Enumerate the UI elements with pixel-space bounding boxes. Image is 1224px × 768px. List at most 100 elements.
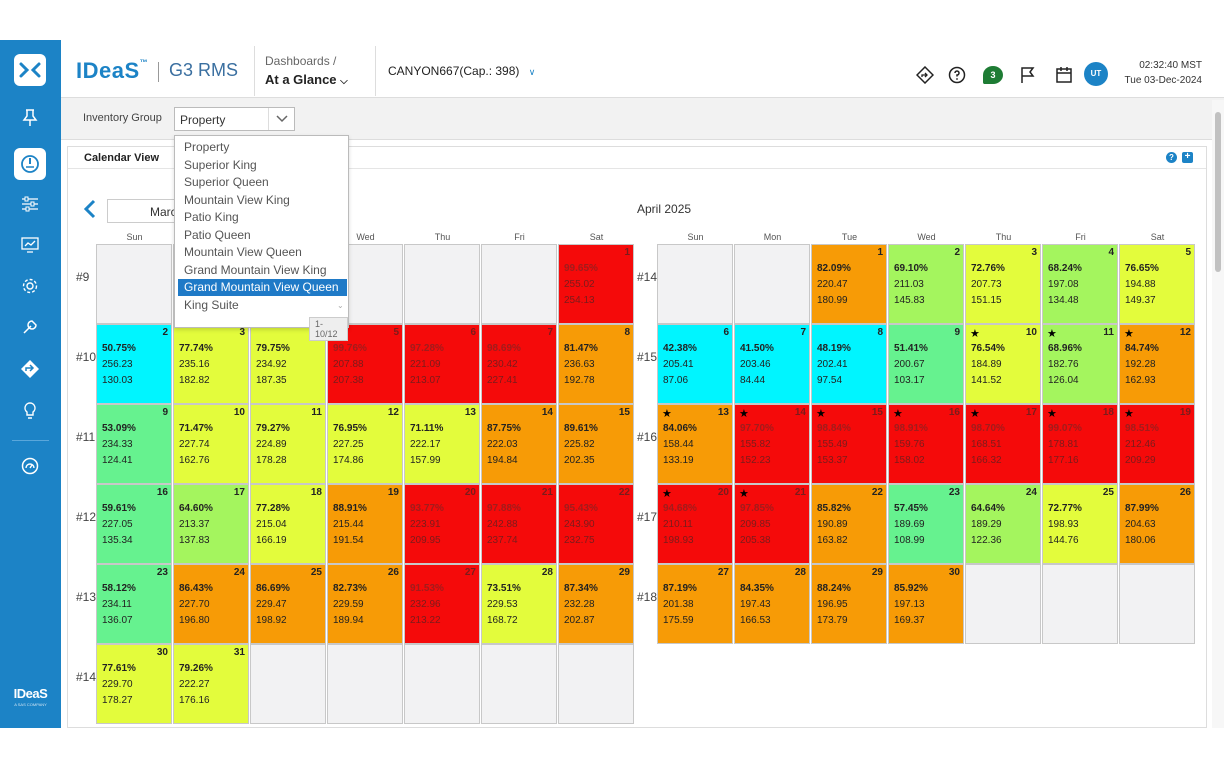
calendar-day-cell[interactable]: 19 ★ 98.51% 212.46 209.29 <box>1119 404 1195 484</box>
gear-icon[interactable] <box>18 274 42 298</box>
direction-diamond-icon[interactable] <box>915 65 936 86</box>
wrench-icon[interactable] <box>18 315 42 339</box>
speedometer-icon[interactable] <box>18 454 42 478</box>
calendar-day-cell[interactable]: 30 77.61% 229.70 178.27 <box>96 644 172 724</box>
direction-sign-icon[interactable] <box>18 357 42 381</box>
calendar-day-cell[interactable]: 6 97.28% 221.09 213.07 <box>404 324 480 404</box>
dashboard-nav-button[interactable] <box>14 148 46 180</box>
calendar-day-cell[interactable]: 22 95.43% 243.90 232.75 <box>558 484 634 564</box>
calendar-day-cell[interactable]: 9 51.41% 200.67 103.17 <box>888 324 964 404</box>
calendar-day-cell[interactable]: 16 ★ 98.91% 159.76 158.02 <box>888 404 964 484</box>
app-switcher-button[interactable] <box>14 54 46 86</box>
calendar-day-cell[interactable]: 3 77.74% 235.16 182.82 <box>173 324 249 404</box>
calendar-day-cell[interactable]: 20 ★ 94.68% 210.11 198.93 <box>657 484 733 564</box>
calendar-day-cell[interactable]: 4 68.24% 197.08 134.48 <box>1042 244 1118 324</box>
calendar-day-cell[interactable]: 18 77.28% 215.04 166.19 <box>250 484 326 564</box>
calendar-day-cell[interactable]: 26 82.73% 229.59 189.94 <box>327 564 403 644</box>
calendar-day-cell[interactable]: 13 71.11% 222.17 157.99 <box>404 404 480 484</box>
chevron-down-icon[interactable] <box>268 108 294 130</box>
calendar-day-cell[interactable]: 13 ★ 84.06% 158.44 133.19 <box>657 404 733 484</box>
calendar-day-cell[interactable]: 2 50.75% 256.23 130.03 <box>96 324 172 404</box>
adr-value: 213.37 <box>179 519 210 530</box>
calendar-day-cell[interactable]: 31 79.26% 222.27 176.16 <box>173 644 249 724</box>
calendar-day-cell[interactable]: 27 91.53% 232.96 213.22 <box>404 564 480 644</box>
dropdown-option[interactable]: Patio King <box>184 210 239 224</box>
calendar-day-cell[interactable]: 21 97.88% 242.88 237.74 <box>481 484 557 564</box>
calendar-day-cell[interactable]: 30 85.92% 197.13 169.37 <box>888 564 964 644</box>
dashboards-breadcrumb[interactable]: Dashboards / <box>265 54 337 68</box>
calendar-day-cell[interactable]: 3 72.76% 207.73 151.15 <box>965 244 1041 324</box>
calendar-day-cell[interactable]: 27 87.19% 201.38 175.59 <box>657 564 733 644</box>
calendar-day-cell[interactable]: 14 ★ 97.70% 155.82 152.23 <box>734 404 810 484</box>
calendar-day-cell[interactable]: 12 76.95% 227.25 174.86 <box>327 404 403 484</box>
calendar-day-cell[interactable]: 28 73.51% 229.53 168.72 <box>481 564 557 644</box>
calendar-day-cell[interactable]: 7 98.69% 230.42 227.41 <box>481 324 557 404</box>
calendar-day-cell[interactable]: 24 86.43% 227.70 196.80 <box>173 564 249 644</box>
calendar-day-cell[interactable]: 25 72.77% 198.93 144.76 <box>1042 484 1118 564</box>
dropdown-option[interactable]: Superior Queen <box>184 175 269 189</box>
user-avatar[interactable]: UT <box>1084 62 1108 86</box>
calendar-day-cell[interactable]: 18 ★ 99.07% 178.81 177.16 <box>1042 404 1118 484</box>
scrollbar-thumb[interactable] <box>1215 112 1221 272</box>
calendar-day-cell[interactable]: 24 64.64% 189.29 122.36 <box>965 484 1041 564</box>
calendar-icon[interactable] <box>1055 66 1075 86</box>
calendar-day-cell[interactable]: 17 64.60% 213.37 137.83 <box>173 484 249 564</box>
monitor-chart-icon[interactable] <box>18 233 42 257</box>
dropdown-option[interactable]: Mountain View King <box>184 192 290 207</box>
day-number: 15 <box>871 407 883 418</box>
calendar-day-cell[interactable]: 7 41.50% 203.46 84.44 <box>734 324 810 404</box>
calendar-day-cell[interactable]: 1 99.65% 255.02 254.13 <box>558 244 634 324</box>
calendar-day-cell[interactable]: 20 93.77% 223.91 209.95 <box>404 484 480 564</box>
calendar-day-cell[interactable]: 23 57.45% 189.69 108.99 <box>888 484 964 564</box>
dropdown-option[interactable]: Patio Queen <box>184 227 251 242</box>
calendar-day-cell[interactable]: 1 82.09% 220.47 180.99 <box>811 244 887 324</box>
calendar-day-cell[interactable]: 10 ★ 76.54% 184.89 141.52 <box>965 324 1041 404</box>
calendar-day-cell[interactable]: 29 88.24% 196.95 173.79 <box>811 564 887 644</box>
calendar-day-cell[interactable]: 8 81.47% 236.63 192.78 <box>558 324 634 404</box>
calendar-day-cell[interactable]: 25 86.69% 229.47 198.92 <box>250 564 326 644</box>
calendar-day-cell[interactable]: 11 79.27% 224.89 178.28 <box>250 404 326 484</box>
pin-icon[interactable] <box>18 106 42 130</box>
dropdown-option[interactable]: Grand Mountain View King <box>184 262 327 277</box>
dropdown-option[interactable]: Grand Mountain View Queen <box>178 279 347 296</box>
calendar-day-cell[interactable]: 29 87.34% 232.28 202.87 <box>558 564 634 644</box>
dropdown-option[interactable]: King Suite <box>184 297 239 312</box>
calendar-day-cell[interactable]: 2 69.10% 211.03 145.83 <box>888 244 964 324</box>
calendar-day-cell[interactable]: 21 ★ 97.85% 209.85 205.38 <box>734 484 810 564</box>
dropdown-option[interactable]: Mountain View Queen <box>184 245 302 259</box>
calendar-day-cell[interactable]: 12 ★ 84.74% 192.28 162.93 <box>1119 324 1195 404</box>
calendar-day-cell[interactable]: 15 ★ 98.84% 155.49 153.37 <box>811 404 887 484</box>
flag-icon[interactable] <box>1019 66 1039 86</box>
calendar-day-cell[interactable]: 15 89.61% 225.82 202.35 <box>558 404 634 484</box>
help-icon[interactable]: ? <box>1166 152 1177 163</box>
calendar-day-cell[interactable]: 26 87.99% 204.63 180.06 <box>1119 484 1195 564</box>
calendar-day-cell[interactable]: 28 84.35% 197.43 166.53 <box>734 564 810 644</box>
lightbulb-icon[interactable] <box>18 399 42 423</box>
calendar-day-cell[interactable]: 9 53.09% 234.33 124.41 <box>96 404 172 484</box>
calendar-day-cell[interactable]: 19 88.91% 215.44 191.54 <box>327 484 403 564</box>
calendar-day-cell[interactable]: 17 ★ 98.70% 168.51 166.32 <box>965 404 1041 484</box>
calendar-day-cell[interactable]: 8 48.19% 202.41 97.54 <box>811 324 887 404</box>
scroll-down-icon[interactable]: ⌄ <box>337 301 344 310</box>
page-scrollbar[interactable] <box>1212 100 1224 728</box>
dropdown-option[interactable]: Property <box>184 140 230 154</box>
calendar-day-cell[interactable]: 14 87.75% 222.03 194.84 <box>481 404 557 484</box>
inventory-group-dropdown[interactable]: Property Superior King Superior Queen Mount… <box>174 135 349 341</box>
property-selector[interactable]: CANYON667(Cap.: 398) ∨ <box>388 64 535 78</box>
previous-month-arrow[interactable] <box>82 199 98 219</box>
notifications-badge[interactable]: 3 <box>983 66 1003 84</box>
dashboard-selector[interactable]: At a Glance ⌵ <box>265 72 348 87</box>
calendar-day-cell[interactable]: 10 71.47% 227.74 162.76 <box>173 404 249 484</box>
calendar-day-cell[interactable]: 6 42.38% 205.41 87.06 <box>657 324 733 404</box>
inventory-group-select[interactable]: Property <box>174 107 295 131</box>
calendar-day-cell[interactable]: 22 85.82% 190.89 163.82 <box>811 484 887 564</box>
sliders-icon[interactable] <box>18 192 42 216</box>
calendar-day-cell[interactable]: 11 ★ 68.96% 182.76 126.04 <box>1042 324 1118 404</box>
calendar-day-cell[interactable]: 23 58.12% 234.11 136.07 <box>96 564 172 644</box>
expand-plus-icon[interactable]: + <box>1182 152 1193 163</box>
calendar-day-cell[interactable]: 16 59.61% 227.05 135.34 <box>96 484 172 564</box>
calendar-day-cell[interactable]: 5 76.65% 194.88 149.37 <box>1119 244 1195 324</box>
dropdown-option[interactable]: Superior King <box>184 157 257 172</box>
help-circle-icon[interactable] <box>948 66 968 86</box>
